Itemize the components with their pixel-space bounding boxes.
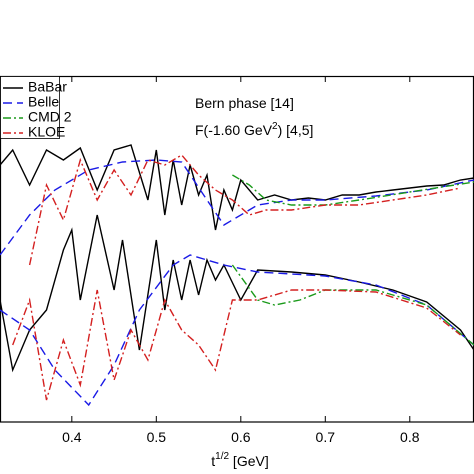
annotation: Bern phase [14] [195,95,294,111]
legend-label: CMD 2 [28,109,72,125]
x-label-part: [GeV] [229,453,269,469]
legend-box [0,76,60,139]
x-tick-label: 0.5 [147,429,167,445]
x-label-part: t [211,453,215,469]
series-line [28,154,461,266]
series-line [0,144,474,231]
series-line [0,254,474,407]
annotation-part: F(-1.60 GeV [195,122,273,138]
legend-label: Belle [28,94,59,110]
legend-label: BaBar [28,79,67,95]
series-line [12,289,461,401]
annotation: F(-1.60 GeV2) [4,5] [195,121,313,138]
series-line [0,159,474,256]
x-tick-label: 0.6 [231,429,251,445]
x-tick-label: 0.4 [62,429,82,445]
series-line [0,214,474,373]
x-tick-label: 0.7 [316,429,336,445]
legend-label: KLOE [28,124,65,140]
x-tick-label: 0.8 [400,429,420,445]
annotation-sup: 2 [272,121,278,132]
series-line [232,174,474,206]
series-line [231,264,474,346]
annotation-part: ) [4,5] [278,122,314,138]
x-label-sup: 1/2 [215,451,229,462]
x-axis-label: t1/2 [GeV] [211,451,268,469]
